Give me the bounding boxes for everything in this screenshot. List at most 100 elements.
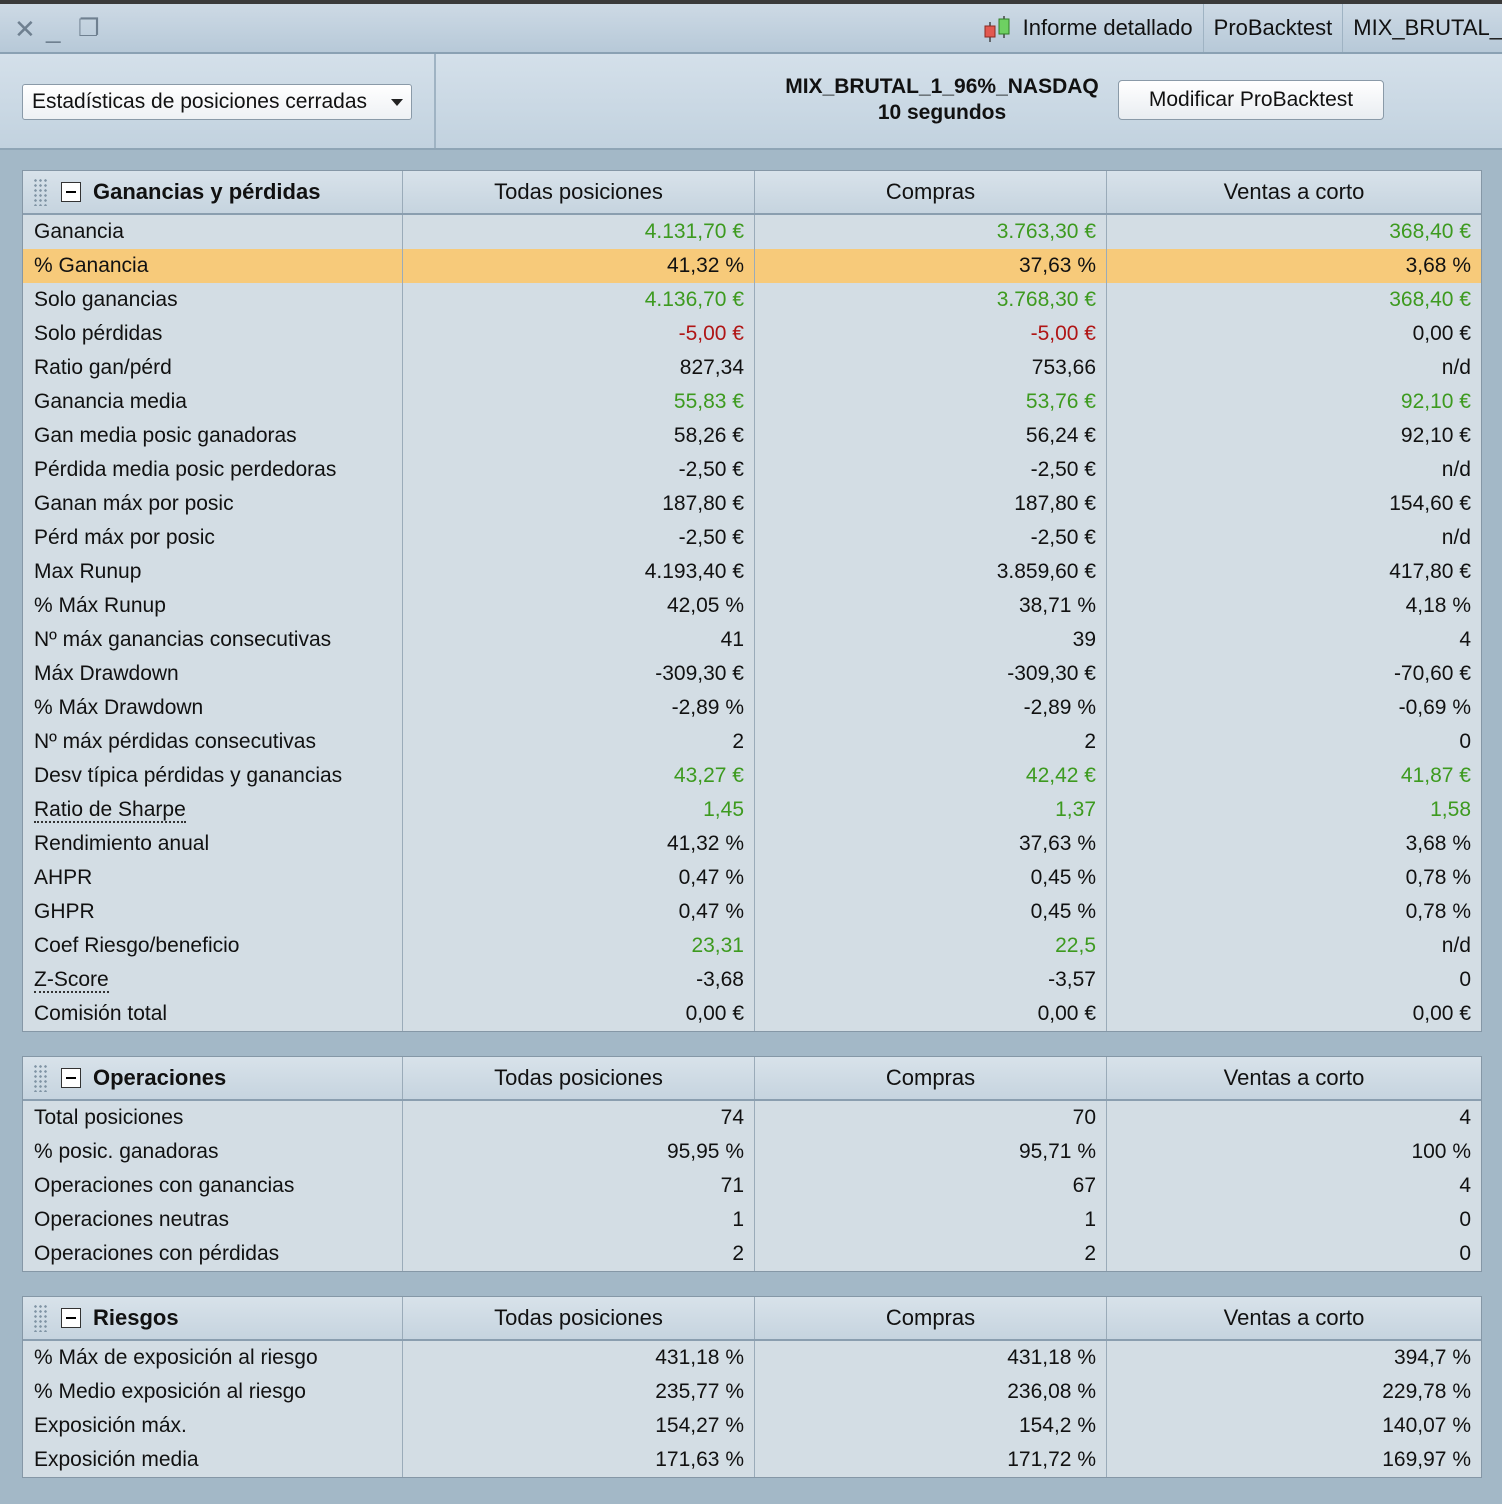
table-row[interactable]: Operaciones neutras 1 1 0	[23, 1203, 1481, 1237]
row-label: % Ganancia	[23, 249, 403, 283]
table-row[interactable]: Ganancia media 55,83 €53,76 € 92,10 €	[23, 385, 1481, 419]
table-row[interactable]: Z-Score -3,68 -3,57 0	[23, 963, 1481, 997]
cell-value: n/d	[1441, 526, 1471, 549]
section-header: Operaciones Todas posiciones Compras Ventas…	[23, 1057, 1481, 1101]
restore-icon[interactable]: ❐	[78, 15, 100, 42]
row-label: Pérd máx por posic	[23, 521, 403, 555]
table-row[interactable]: Exposición media 171,63 % 171,72 % 169,97 %	[23, 1443, 1481, 1477]
table-row[interactable]: Ganancia 4.131,70 €3.763,30 € 368,40 €	[23, 215, 1481, 249]
table-row[interactable]: % Máx Drawdown -2,89 % -2,89 % -0,69 %	[23, 691, 1481, 725]
table-row[interactable]: Exposición máx. 154,27 % 154,2 % 140,07 %	[23, 1409, 1481, 1443]
cell-value: 4,18 %	[1405, 594, 1471, 617]
close-icon[interactable]: ✕	[14, 14, 36, 44]
table-row[interactable]: Total posiciones 74 70 4	[23, 1101, 1481, 1135]
row-label-text: Ganancia	[34, 220, 124, 243]
row-label: Pérdida media posic perdedoras	[23, 453, 403, 487]
table-row[interactable]: Ratio gan/pérd 827,34 753,66 n/d	[23, 351, 1481, 385]
table-row[interactable]: Nº máx pérdidas consecutivas 2 2 0	[23, 725, 1481, 759]
row-label-text: Ganancia media	[34, 390, 187, 413]
collapse-icon[interactable]	[61, 1068, 81, 1088]
cell-value: 58,26 €	[403, 419, 755, 453]
minimize-icon[interactable]: _	[46, 14, 61, 44]
drag-handle-icon[interactable]	[33, 178, 49, 206]
cell-value: 0,00 €	[755, 997, 1107, 1031]
row-label-text: Exposición máx.	[34, 1414, 187, 1437]
row-label[interactable]: Ratio de Sharpe	[23, 793, 403, 827]
table-row[interactable]: Desv típica pérdidas y ganancias 43,27 €4…	[23, 759, 1481, 793]
cell-value: 41,32 %	[403, 249, 755, 283]
table-row[interactable]: Ratio de Sharpe 1,45 1,37 1,58	[23, 793, 1481, 827]
table-row[interactable]: % Máx de exposición al riesgo 431,18 % 431…	[23, 1341, 1481, 1375]
strategy-title: MIX_BRUTAL_1_96%_NASDAQ 10 segundos	[760, 74, 1124, 126]
column-header: Compras	[755, 171, 1107, 213]
drag-handle-icon[interactable]	[33, 1304, 49, 1332]
modify-probacktest-button[interactable]: Modificar ProBacktest	[1118, 80, 1384, 120]
cell-value: 368,40 €	[1389, 288, 1471, 311]
table-row[interactable]: Coef Riesgo/beneficio 23,31 22,5 n/d	[23, 929, 1481, 963]
table-row[interactable]: Rendimiento anual 41,32 % 37,63 % 3,68 %	[23, 827, 1481, 861]
table-row[interactable]: Solo pérdidas -5,00 € -5,00 € 0,00 €	[23, 317, 1481, 351]
cell-value: 753,66	[755, 351, 1107, 385]
cell-value: 74	[403, 1101, 755, 1135]
tab-strategy[interactable]: MIX_BRUTAL_	[1342, 4, 1502, 52]
tab-detailed-report-label: Informe detallado	[1022, 15, 1193, 40]
table-row[interactable]: % Ganancia 41,32 % 37,63 % 3,68 %	[23, 249, 1481, 283]
row-label: Exposición media	[23, 1443, 403, 1477]
table-row[interactable]: Ganan máx por posic 187,80 €187,80 € 154,6…	[23, 487, 1481, 521]
cell-value: 0,45 %	[755, 895, 1107, 929]
row-label-text: Nº máx pérdidas consecutivas	[34, 730, 316, 753]
header-divider	[434, 54, 436, 148]
cell-value: -2,50 €	[755, 453, 1107, 487]
table-row[interactable]: GHPR 0,47 % 0,45 % 0,78 %	[23, 895, 1481, 929]
section-title: Operaciones	[93, 1065, 227, 1090]
column-header: Compras	[755, 1057, 1107, 1099]
table-row[interactable]: % posic. ganadoras 95,95 % 95,71 % 100 %	[23, 1135, 1481, 1169]
row-label-text: Desv típica pérdidas y ganancias	[34, 764, 343, 787]
row-label: Ganan máx por posic	[23, 487, 403, 521]
cell-value: 154,2 %	[755, 1409, 1107, 1443]
row-label: % Medio exposición al riesgo	[23, 1375, 403, 1409]
row-label: Operaciones neutras	[23, 1203, 403, 1237]
table-row[interactable]: Solo ganancias 4.136,70 €3.768,30 € 368,40…	[23, 283, 1481, 317]
table-row[interactable]: Comisión total 0,00 €0,00 €0,00 €	[23, 997, 1481, 1031]
drag-handle-icon[interactable]	[33, 1064, 49, 1092]
tab-detailed-report[interactable]: Informe detallado	[971, 4, 1203, 52]
cell-value: 4.193,40 €	[403, 555, 755, 589]
cell-value: 3,68 %	[1405, 832, 1471, 855]
strategy-name: MIX_BRUTAL_1_96%_NASDAQ	[785, 75, 1099, 98]
row-label-text: Gan media posic ganadoras	[34, 424, 297, 447]
cell-value: -2,50 €	[403, 453, 755, 487]
table-row[interactable]: Gan media posic ganadoras 58,26 €56,24 € 9…	[23, 419, 1481, 453]
table-row[interactable]: Pérdida media posic perdedoras -2,50 € -2,…	[23, 453, 1481, 487]
cell-value: 55,83 €	[403, 385, 755, 419]
cell-value: -3,57	[755, 963, 1107, 997]
table-row[interactable]: % Máx Runup 42,05 % 38,71 % 4,18 %	[23, 589, 1481, 623]
collapse-icon[interactable]	[61, 182, 81, 202]
row-label: Solo ganancias	[23, 283, 403, 317]
table-row[interactable]: Max Runup 4.193,40 €3.859,60 € 417,80 €	[23, 555, 1481, 589]
table-row[interactable]: AHPR 0,47 % 0,45 % 0,78 %	[23, 861, 1481, 895]
cell-value: 0,78 %	[1405, 900, 1471, 923]
row-label[interactable]: Z-Score	[23, 963, 403, 997]
row-label: Ratio gan/pérd	[23, 351, 403, 385]
cell-value: -2,50 €	[403, 521, 755, 555]
table-row[interactable]: Operaciones con pérdidas 2 2 0	[23, 1237, 1481, 1271]
section-ganancias-y-perdidas: Ganancias y pérdidas Todas posiciones Comp…	[22, 170, 1482, 1032]
cell-value: 95,71 %	[755, 1135, 1107, 1169]
chevron-down-icon	[391, 99, 403, 106]
cell-value: 71	[403, 1169, 755, 1203]
row-label-text: Comisión total	[34, 1002, 168, 1025]
table-row[interactable]: % Medio exposición al riesgo 235,77 % 236,…	[23, 1375, 1481, 1409]
table-row[interactable]: Pérd máx por posic -2,50 € -2,50 € n/d	[23, 521, 1481, 555]
table-row[interactable]: Nº máx ganancias consecutivas 41 39 4	[23, 623, 1481, 657]
cell-value: 0	[1459, 1208, 1471, 1231]
row-label-text: % posic. ganadoras	[34, 1140, 219, 1163]
tab-probacktest[interactable]: ProBacktest	[1202, 4, 1343, 52]
table-row[interactable]: Máx Drawdown -309,30 € -309,30 € -70,60 €	[23, 657, 1481, 691]
row-label-text: Rendimiento anual	[34, 832, 210, 855]
cell-value: 229,78 %	[1382, 1380, 1471, 1403]
table-row[interactable]: Operaciones con ganancias 71 67 4	[23, 1169, 1481, 1203]
row-label: % posic. ganadoras	[23, 1135, 403, 1169]
collapse-icon[interactable]	[61, 1308, 81, 1328]
statistics-selector[interactable]: Estadísticas de posiciones cerradas	[22, 84, 412, 120]
